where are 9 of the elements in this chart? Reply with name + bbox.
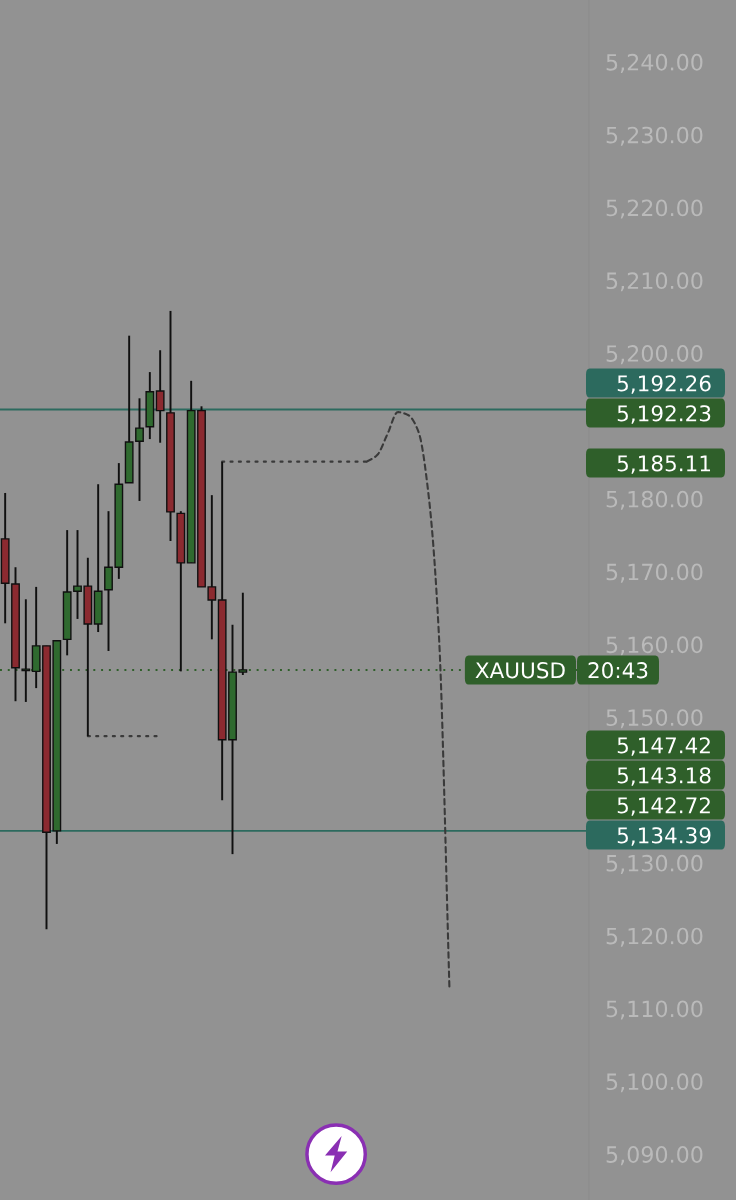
- text: 5,185.11: [617, 455, 711, 474]
- text: 5,147.42: [617, 737, 710, 756]
- text: 5,143.18: [617, 767, 711, 786]
- ref-line-label: 5,192.26: [617, 375, 711, 394]
- ref-line-label: XAUUSD: [475, 662, 565, 679]
- text: 5,142.72: [617, 797, 710, 816]
- text: 5,192.23: [617, 405, 711, 424]
- annotation: 20:43: [588, 662, 648, 679]
- ref-line-label: 5,134.39: [617, 827, 711, 846]
